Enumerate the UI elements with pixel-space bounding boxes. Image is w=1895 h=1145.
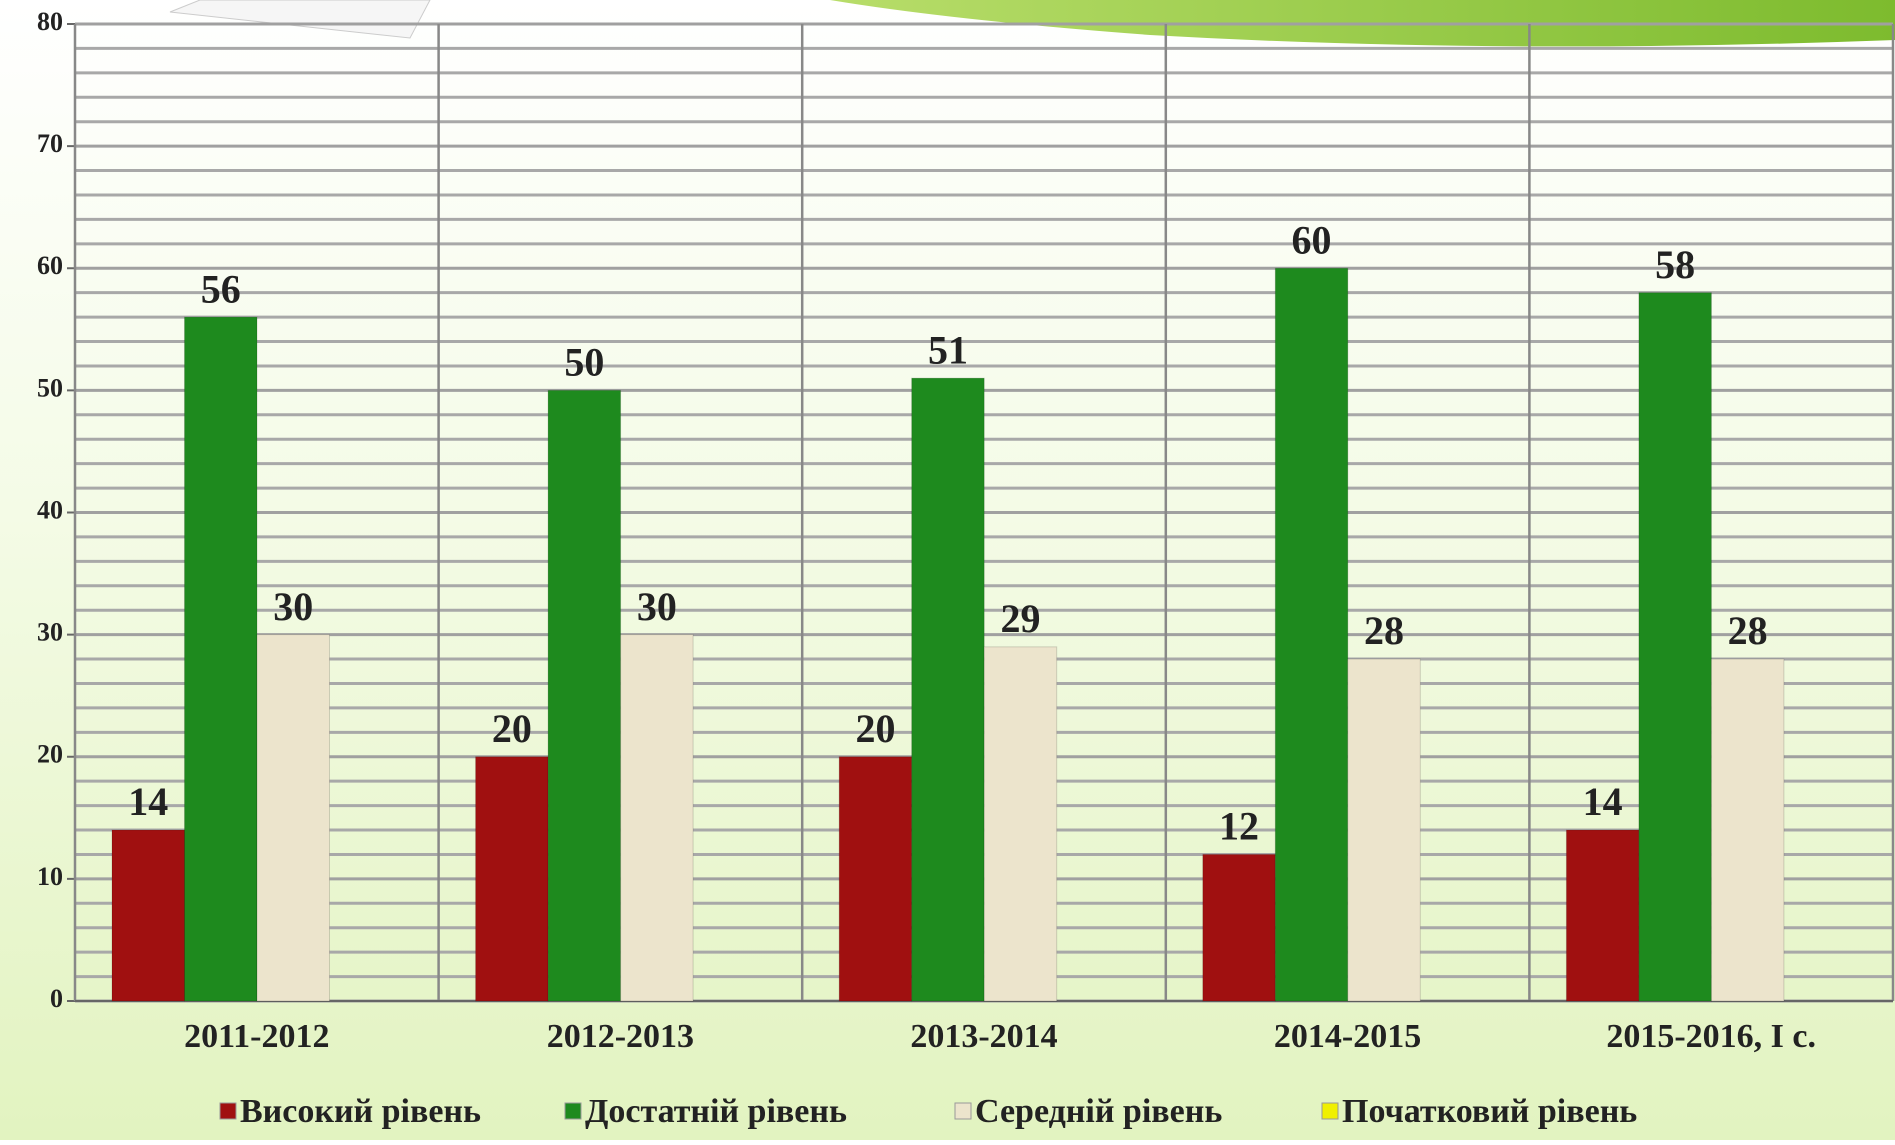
legend-label: Середній рівень [975,1093,1222,1130]
legend-swatch [1321,1102,1339,1120]
bar [1710,658,1785,1002]
bar [1638,292,1712,1002]
data-label: 20 [855,706,895,751]
bar [111,829,185,1002]
y-tick-label: 40 [37,495,63,524]
bar [256,634,330,1002]
data-label: 14 [1583,779,1623,824]
bar [1565,829,1640,1002]
bar [475,756,549,1002]
x-tick-label: 2011-2012 [184,1018,329,1055]
legend-swatch [564,1102,582,1120]
y-tick-label: 80 [37,7,63,36]
data-label: 56 [201,266,241,311]
bar [1347,658,1421,1002]
data-label: 28 [1728,608,1768,653]
data-label: 29 [1000,596,1040,641]
y-tick-label: 0 [50,984,63,1013]
bar [547,389,622,1002]
y-tick-label: 60 [37,251,63,280]
data-label: 50 [564,340,604,385]
bar [620,634,694,1002]
y-tick-label: 10 [37,862,63,891]
y-tick-label: 50 [37,373,63,402]
x-tick-label: 2012-2013 [547,1018,694,1055]
data-label: 12 [1219,804,1259,849]
y-tick-label: 70 [37,129,63,158]
data-label: 58 [1655,242,1695,287]
legend-label: Достатній рівень [585,1093,847,1130]
data-label: 20 [492,706,532,751]
data-label: 30 [637,584,677,629]
bar [184,316,258,1002]
legend-label: Високий рівень [240,1093,481,1130]
x-tick-label: 2015-2016, I с. [1606,1018,1816,1055]
y-tick-label: 20 [37,740,63,769]
y-tick-label: 30 [37,618,63,647]
legend-swatch [954,1102,972,1120]
data-label: 28 [1364,608,1404,653]
x-tick-label: 2013-2014 [910,1018,1057,1055]
bar [983,646,1058,1002]
bar [1274,267,1349,1002]
data-label: 30 [273,584,313,629]
bar [911,377,985,1002]
x-tick-label: 2014-2015 [1274,1018,1421,1055]
legend-label: Початковий рівень [1342,1093,1637,1130]
bar [1202,853,1276,1002]
data-label: 51 [928,327,968,372]
legend-swatch [219,1102,237,1120]
data-label: 60 [1292,217,1332,262]
photo-decoration [169,0,431,39]
data-label: 14 [128,779,168,824]
bar [838,756,913,1002]
